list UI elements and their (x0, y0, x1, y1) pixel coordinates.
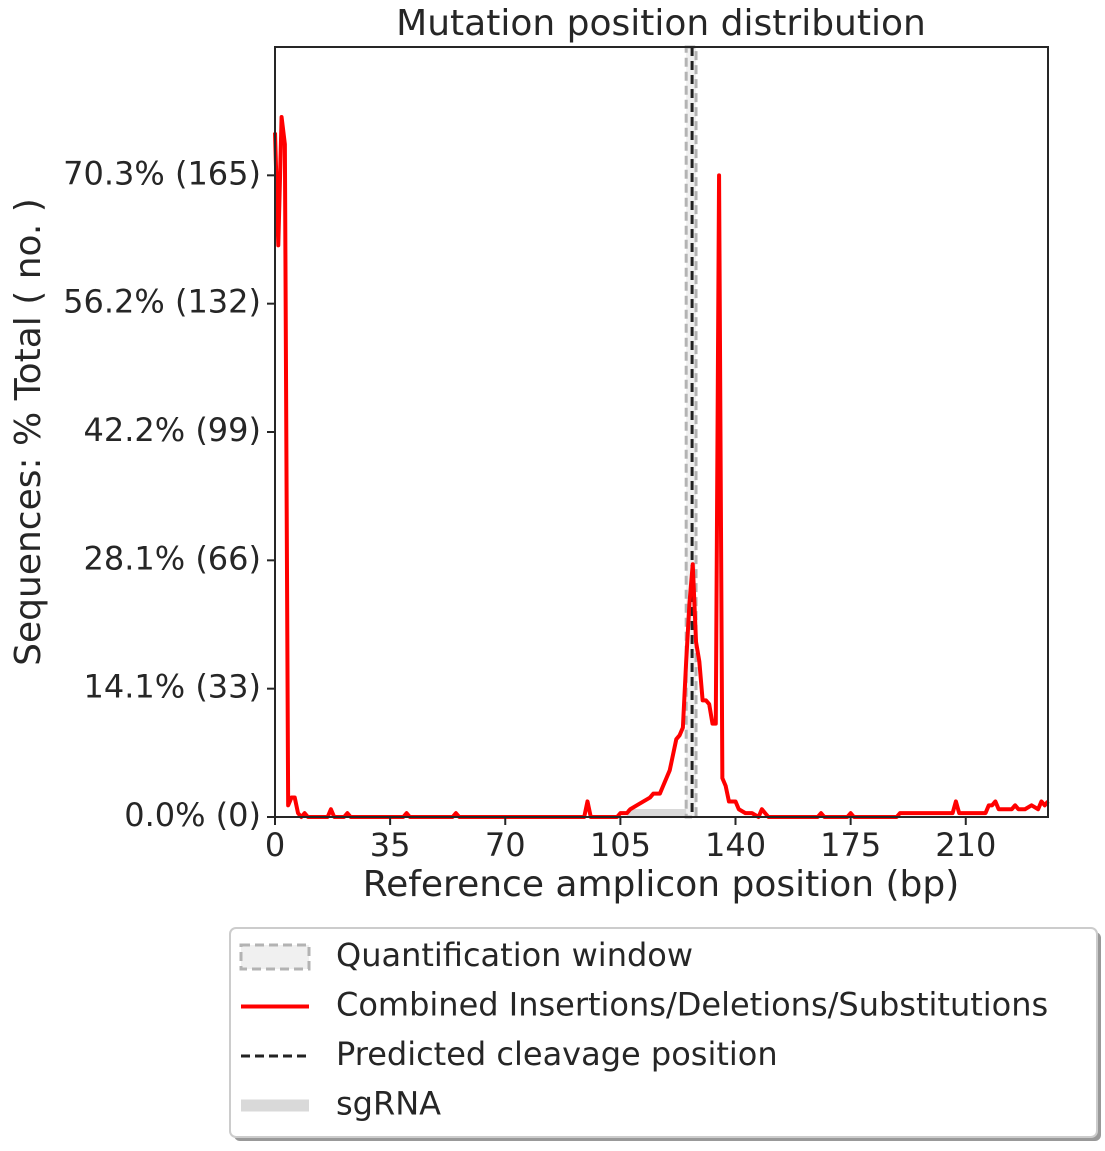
x-tick-label: 0 (265, 826, 285, 864)
chart-title: Mutation position distribution (396, 3, 926, 44)
legend-label: Quantification window (336, 936, 693, 974)
legend-label: Combined Insertions/Deletions/Substituti… (336, 986, 1048, 1024)
legend-label: sgRNA (336, 1085, 441, 1123)
legend-box (229, 927, 1098, 1138)
data-line (273, 115, 1050, 819)
y-axis-label: Sequences: % Total ( no. ) (8, 198, 49, 666)
x-tick-label: 105 (590, 826, 651, 864)
y-tick-label: 0.0% (0) (124, 796, 261, 834)
legend-label: Predicted cleavage position (336, 1035, 778, 1073)
x-tick-label: 70 (485, 826, 526, 864)
x-axis-label: Reference amplicon position (bp) (363, 864, 960, 905)
x-tick-label: 210 (935, 826, 996, 864)
x-tick-label: 175 (820, 826, 881, 864)
x-tick-label: 35 (370, 826, 411, 864)
y-tick-label: 14.1% (33) (83, 668, 261, 706)
x-tick-label: 140 (705, 826, 766, 864)
y-tick-label: 28.1% (66) (83, 539, 261, 577)
legend-handle (239, 943, 311, 971)
y-tick-label: 42.2% (99) (83, 411, 261, 449)
y-tick-label: 56.2% (132) (63, 283, 261, 321)
y-tick-label: 70.3% (165) (63, 154, 261, 192)
plot-frame (274, 46, 1049, 818)
